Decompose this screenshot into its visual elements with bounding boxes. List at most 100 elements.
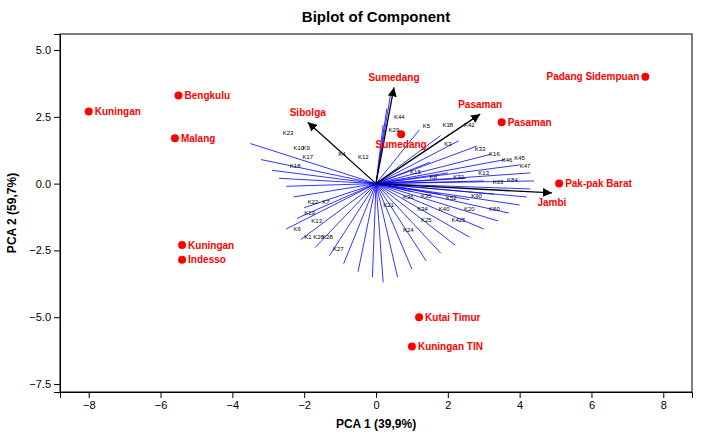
x-tick: 2 xyxy=(445,392,451,411)
vector xyxy=(376,184,441,253)
k-label: K52 xyxy=(446,195,457,201)
vector xyxy=(250,144,376,184)
point xyxy=(178,256,186,264)
vector xyxy=(279,178,376,183)
plot-frame xyxy=(60,34,692,392)
y-tick: −7.5 xyxy=(29,378,60,390)
k-label: K21 xyxy=(383,202,394,208)
y-tick-label: 0.0 xyxy=(36,178,51,190)
k-label: K84 xyxy=(507,177,518,183)
k-label: K46 xyxy=(502,157,513,163)
k-label: K38 xyxy=(442,122,453,128)
x-tick-label: −2 xyxy=(298,399,311,411)
arrows xyxy=(308,87,552,193)
arrow xyxy=(376,87,394,183)
k-label: K47 xyxy=(520,163,531,169)
k-label: K23 xyxy=(283,130,294,136)
point xyxy=(85,107,93,115)
k-label: K1 xyxy=(304,234,312,240)
vector xyxy=(272,170,376,183)
x-tick: 4 xyxy=(517,392,523,411)
point xyxy=(415,313,423,321)
vector xyxy=(376,184,509,213)
point-label: Indesso xyxy=(188,254,226,265)
point xyxy=(641,73,649,81)
y-tick-mark xyxy=(54,50,60,51)
point-label: Sumedang xyxy=(376,139,427,150)
x-axis: −8−6−4−202468 xyxy=(61,392,693,411)
point-label: Kuningan TIN xyxy=(418,341,483,352)
x-tick: 8 xyxy=(661,392,667,411)
k-label: K90 xyxy=(471,193,482,199)
k-label: K13 xyxy=(478,170,489,176)
k-label: K44 xyxy=(394,114,405,120)
k-label: K28 xyxy=(322,234,333,240)
point xyxy=(171,134,179,142)
y-tick-mark xyxy=(54,250,60,251)
vector xyxy=(286,184,376,229)
vector xyxy=(376,181,484,184)
vector xyxy=(376,160,505,184)
title: Biplot of Component xyxy=(302,8,450,25)
k-label: K45 xyxy=(514,155,525,161)
y-axis: −7.5 −5.0 −2.5 0.0 2.5 5.0 xyxy=(29,35,60,393)
y-axis-line xyxy=(54,35,61,393)
k-label: K9 xyxy=(302,145,310,151)
x-tick-label: 6 xyxy=(589,399,595,411)
vector xyxy=(315,184,376,248)
k-label: K15 xyxy=(410,169,421,175)
arrow-label: Jambi xyxy=(538,197,567,208)
k-label: K33 xyxy=(475,146,486,152)
y-tick-label: −5.0 xyxy=(29,311,51,323)
x-tick-label: −4 xyxy=(227,399,240,411)
k-label: K35 xyxy=(421,193,432,199)
vector xyxy=(261,160,376,184)
x-tick-mark xyxy=(89,392,90,398)
y-tick: 2.5 xyxy=(36,111,60,123)
x-tick: −2 xyxy=(298,392,311,411)
chart: −8−6−4−202468−7.5−5.0−2.50.02.55.0K23K10… xyxy=(0,0,714,438)
k-label: K19 xyxy=(304,210,315,216)
x-tick-label: 4 xyxy=(517,399,523,411)
arrow xyxy=(376,114,480,183)
x-tick-mark xyxy=(161,392,162,398)
x-tick-mark xyxy=(376,392,377,398)
x-tick-label: 8 xyxy=(661,399,667,411)
y-tick: −5.0 xyxy=(29,311,60,323)
y-tick-mark xyxy=(54,384,60,385)
point-label: Pasaman xyxy=(508,117,552,128)
point-label: Kuningan xyxy=(188,240,234,251)
arrow xyxy=(376,184,552,193)
annotations: K23K10K17K18K22K7K19K13K6K1K26K28K27K4K1… xyxy=(95,71,640,352)
vector xyxy=(376,184,426,261)
point-label: Pak-pak Barat xyxy=(565,178,632,189)
k-label: K60 xyxy=(489,206,500,212)
points xyxy=(85,73,650,351)
k-label: K18 xyxy=(290,163,301,169)
x-tick-mark xyxy=(448,392,449,398)
y-tick-label: −7.5 xyxy=(29,378,51,390)
vector xyxy=(376,184,383,283)
k-label: K63 xyxy=(493,179,504,185)
y-tick-label: −2.5 xyxy=(29,244,51,256)
vectors xyxy=(250,95,534,282)
point-label: Kuningan xyxy=(95,106,141,117)
x-tick: 0 xyxy=(373,392,379,411)
k-label: K3 xyxy=(444,141,452,147)
x-axis-title: PCA 1 (39,9%) xyxy=(336,417,416,431)
k-label: K32 xyxy=(453,174,464,180)
point-label: Bengkulu xyxy=(185,90,231,101)
vector xyxy=(344,184,376,264)
k-label: K29 xyxy=(389,127,400,133)
point xyxy=(175,91,183,99)
arrow-label: Sumedang xyxy=(368,72,419,83)
vector xyxy=(376,154,491,183)
point xyxy=(408,343,416,351)
point xyxy=(178,241,186,249)
y-tick-label: 2.5 xyxy=(36,111,51,123)
arrow xyxy=(308,122,376,183)
k-label: K27 xyxy=(333,246,344,252)
k-label: K8 xyxy=(430,174,438,180)
y-tick: 5.0 xyxy=(36,44,60,56)
vector xyxy=(376,184,469,237)
